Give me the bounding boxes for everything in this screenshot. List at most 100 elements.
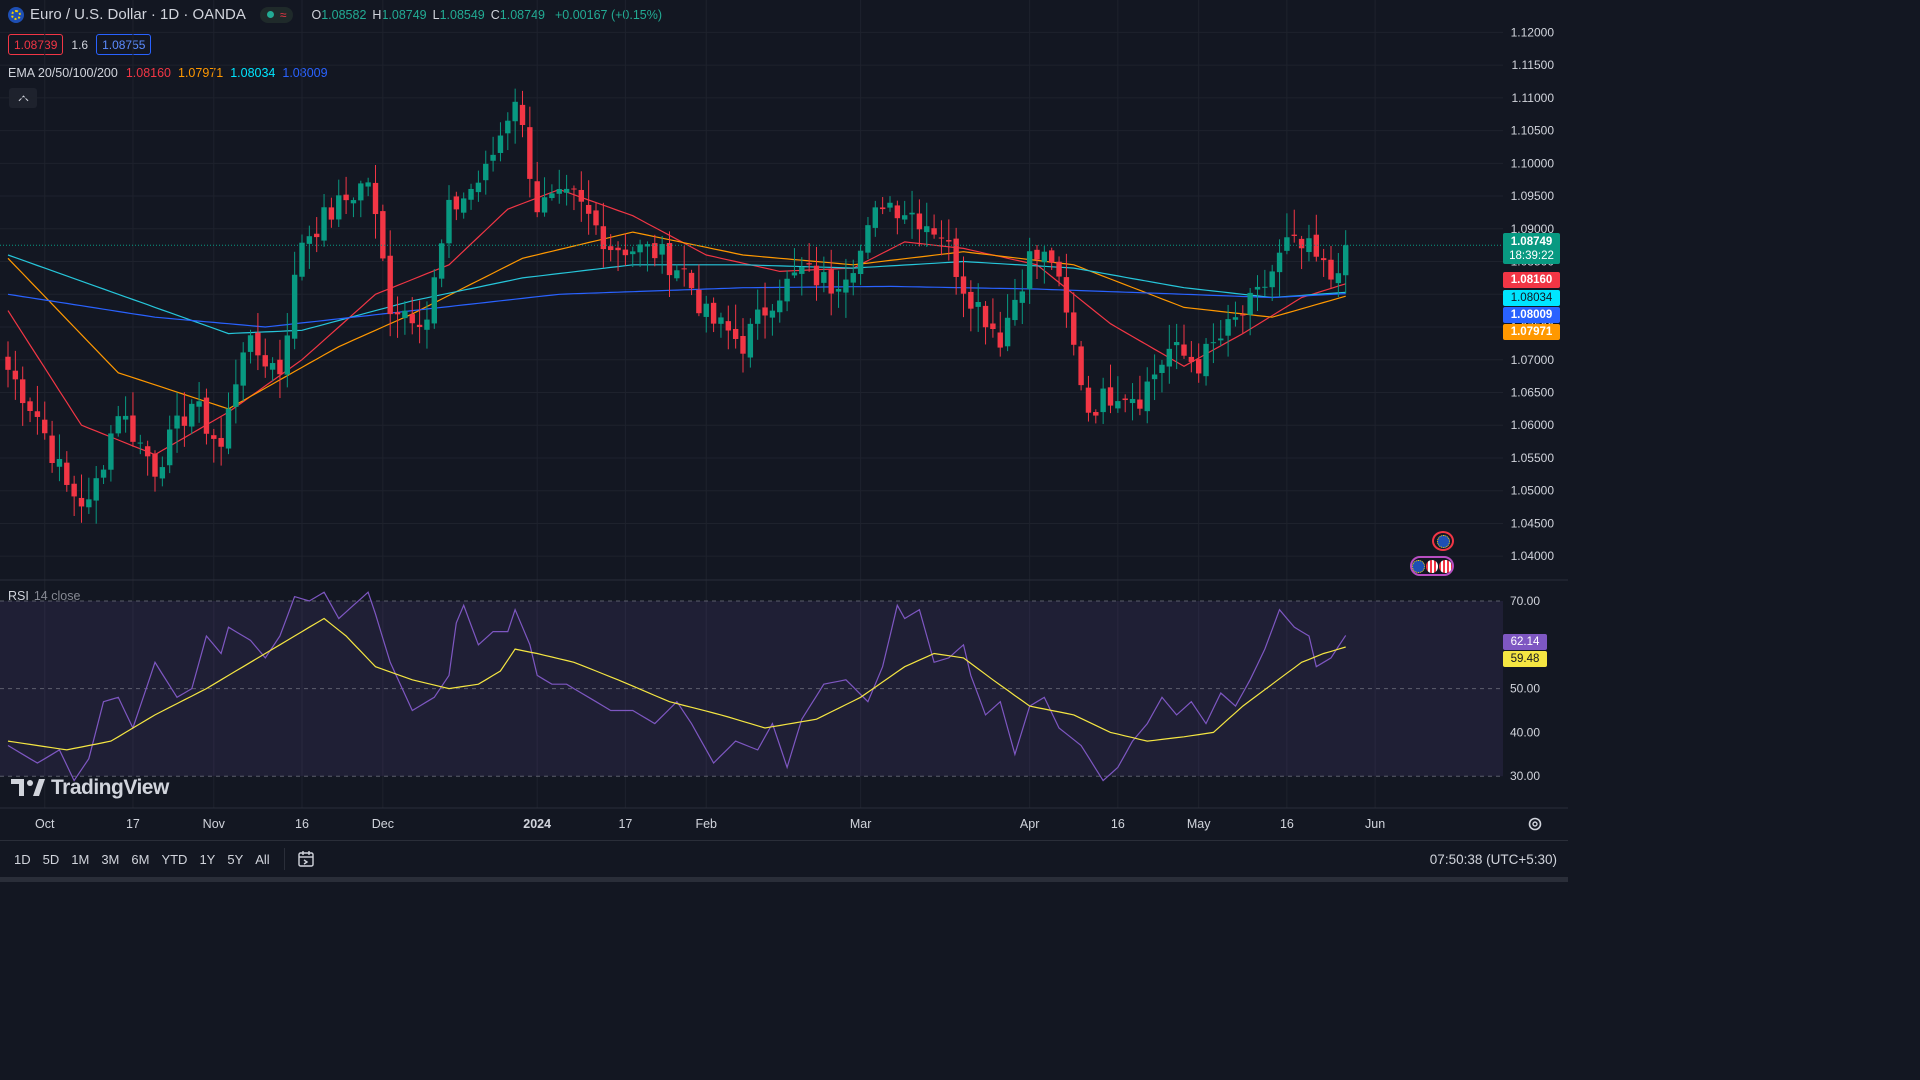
candle-body	[416, 324, 423, 328]
candle-body	[806, 263, 812, 265]
candle-body	[12, 370, 19, 380]
candle-body	[424, 319, 430, 330]
candle-body	[887, 202, 893, 208]
price-change: +0.00167 (+0.15%)	[554, 7, 663, 22]
candle-body	[1203, 343, 1209, 377]
rsi-label: RSI	[8, 589, 29, 603]
candle-body	[42, 419, 48, 434]
candle-body	[358, 183, 364, 201]
candle-body	[1284, 237, 1290, 251]
candle-body	[608, 246, 614, 251]
rsi-legend[interactable]: RSI 14 close	[8, 589, 80, 603]
bottom-toolbar: 1D 5D 1M 3M 6M YTD 1Y 5Y All 07:50:38 (UTC+5:30)	[0, 840, 1568, 877]
ema50-tag: 1.07971	[1503, 324, 1560, 340]
timeframe-ytd-button[interactable]: YTD	[161, 851, 188, 867]
chart-settings-button[interactable]	[1526, 815, 1544, 833]
candle-body	[710, 302, 717, 324]
candle-body	[343, 194, 349, 201]
candle-body	[578, 189, 584, 202]
rsi-levels	[0, 600, 1503, 777]
candle-body	[593, 210, 599, 226]
candle-body	[93, 478, 99, 501]
ohlc-key: L	[432, 7, 440, 22]
candle-body	[924, 226, 930, 233]
candle-body	[835, 288, 842, 292]
market-open-dot-icon	[266, 11, 274, 18]
last-price-value: 1.08749	[1510, 235, 1553, 248]
candle-body	[291, 274, 298, 339]
candle-body	[247, 335, 254, 352]
market-status-badge[interactable]: ≈	[259, 6, 294, 23]
candle-body	[1335, 273, 1342, 284]
candle-body	[799, 266, 805, 274]
candle-body	[1218, 338, 1224, 341]
tradingview-logo[interactable]: TradingView	[11, 776, 169, 800]
candles	[5, 88, 1349, 524]
timeframe-6m-button[interactable]: 6M	[131, 851, 150, 867]
ema-value: 1.08009	[282, 66, 328, 80]
eu-us-event-marker[interactable]	[1410, 556, 1454, 576]
ema-legend[interactable]: EMA 20/50/100/200 1.08160 1.07971 1.08034 1…	[8, 66, 335, 80]
candle-body	[284, 335, 290, 375]
candle-body	[791, 272, 798, 276]
candle-body	[1144, 381, 1150, 412]
go-to-date-button[interactable]	[293, 846, 319, 872]
candle-body	[850, 273, 856, 283]
buy-button[interactable]: 1.08755	[96, 34, 152, 55]
candle-body	[159, 467, 166, 479]
candle-body	[225, 408, 232, 449]
timeframe-1m-button[interactable]: 1M	[71, 851, 90, 867]
candle-body	[879, 207, 886, 210]
timeframe-all-button[interactable]: All	[255, 851, 270, 867]
candle-body	[262, 355, 268, 367]
candle-body	[1063, 277, 1070, 313]
price-chart[interactable]: 1.12000 1.11500 1.11000 1.10500 1.10000 1.095…	[0, 0, 1568, 840]
candle-body	[483, 163, 489, 181]
candle-body	[64, 462, 70, 485]
ohlc-value: 1.08549	[439, 7, 485, 22]
candle-body	[490, 154, 496, 161]
trade-buttons: 1.08739 1.6 1.08755	[8, 34, 152, 55]
price-tick-label: 1.04000	[1511, 549, 1555, 563]
candle-body	[78, 497, 85, 507]
timeframe-1y-button[interactable]: 1Y	[199, 851, 216, 867]
rsi-params: 14 close	[33, 589, 81, 603]
price-tick-label: 1.10500	[1511, 124, 1555, 138]
ohlc-values: O1.08582 H1.08749 L1.08549 C1.08749	[311, 8, 551, 22]
timeframe-5d-button[interactable]: 5D	[42, 851, 60, 867]
watermark-text: TradingView	[51, 776, 169, 799]
candle-body	[1107, 387, 1114, 406]
candle-body	[688, 272, 695, 289]
candle-body	[1196, 359, 1202, 374]
clock-timezone[interactable]: 07:50:38 (UTC+5:30)	[1429, 851, 1557, 867]
candle-body	[997, 332, 1003, 348]
eu-event-marker[interactable]	[1432, 531, 1454, 551]
candle-body	[181, 416, 188, 426]
time-tick-label: Dec	[372, 817, 394, 831]
candle-body	[314, 233, 320, 238]
candle-body	[402, 310, 408, 319]
price-tick-label: 1.11500	[1512, 58, 1555, 72]
candle-body	[394, 312, 401, 315]
candle-body	[931, 228, 937, 235]
time-tick-label: Apr	[1020, 817, 1039, 831]
candle-body	[732, 328, 739, 339]
chart-grid	[0, 0, 1503, 808]
sell-button[interactable]: 1.08739	[8, 34, 64, 55]
tradingview-logo-icon	[11, 779, 45, 796]
price-tick-label: 1.05000	[1511, 484, 1555, 498]
timeframe-5y-button[interactable]: 5Y	[227, 851, 244, 867]
candle-body	[277, 359, 283, 375]
candle-body	[380, 211, 386, 259]
time-axis[interactable]: Oct 17 Nov 16 Dec 2024 17 Feb Mar Apr 16 May 16 Jun	[0, 809, 1568, 840]
candle-body	[1343, 245, 1349, 276]
candle-body	[269, 363, 276, 370]
timeframe-1d-button[interactable]: 1D	[14, 851, 31, 867]
candle-body	[902, 215, 908, 220]
candle-body	[916, 213, 923, 230]
time-tick-label: 2024	[523, 817, 551, 831]
symbol-title[interactable]: Euro / U.S. Dollar · 1D · OANDA	[30, 6, 246, 23]
candle-body	[372, 182, 379, 215]
timeframe-3m-button[interactable]: 3M	[101, 851, 120, 867]
